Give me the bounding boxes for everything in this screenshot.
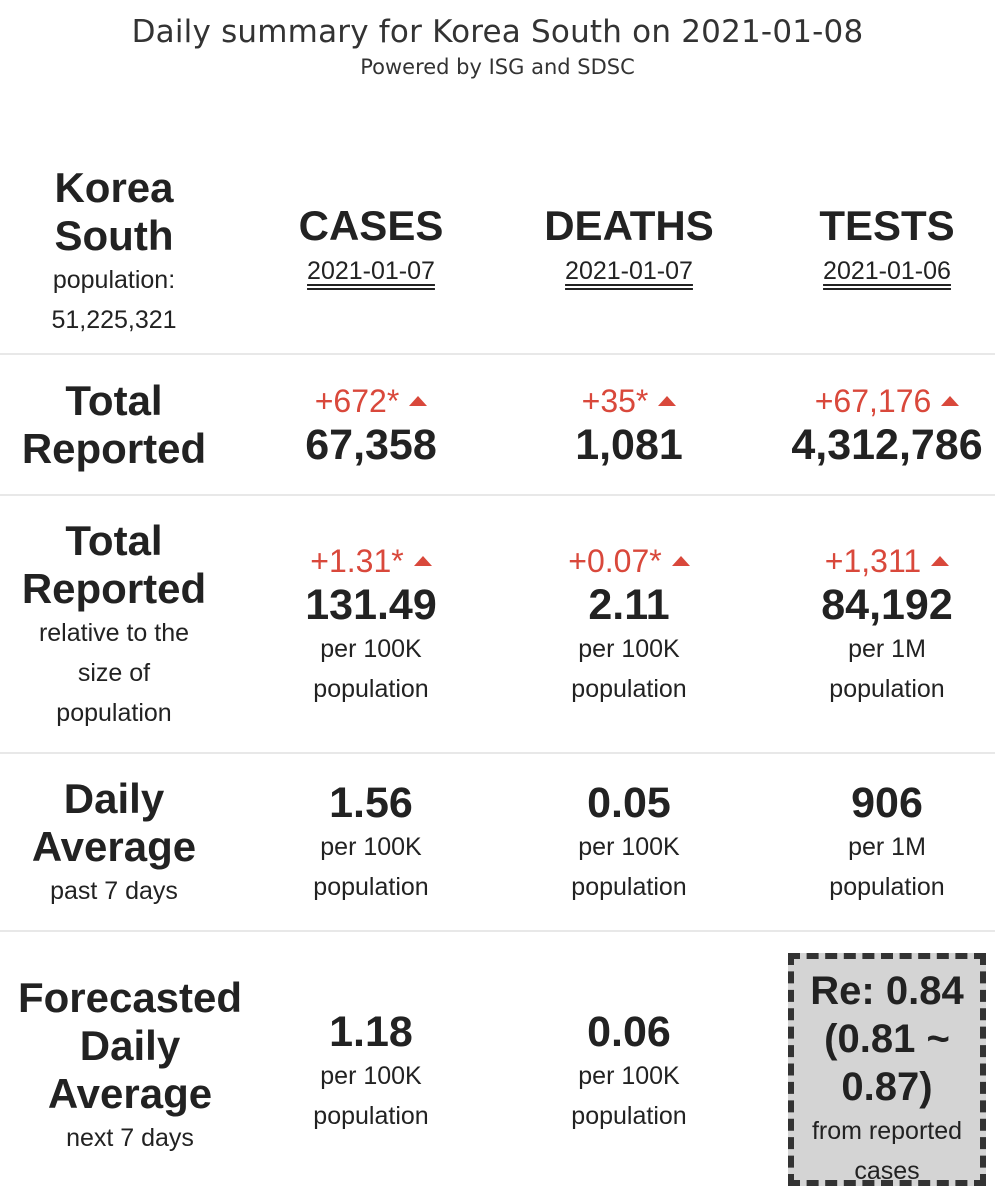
- unit-line1: per 100K: [320, 833, 422, 861]
- row-sub-line1: past 7 days: [50, 876, 178, 905]
- total-reported-row: Total Reported +672* 67,358 +35* 1,081 +…: [0, 353, 995, 495]
- country-name-line1: Korea: [54, 164, 174, 211]
- row-sub-line2: size of: [77, 658, 151, 687]
- delta-text: +67,176: [757, 381, 995, 421]
- population-value: 51,225,321: [51, 306, 177, 334]
- row-label-line2: Reported: [21, 425, 207, 472]
- page-header: Daily summary for Korea South on 2021-01…: [0, 12, 995, 80]
- unit-line1: per 100K: [320, 635, 422, 663]
- page-subtitle: Powered by ISG and SDSC: [360, 55, 635, 79]
- value-text: 1,081: [575, 421, 683, 469]
- unit-line1: per 100K: [578, 833, 680, 861]
- unit-line2: population: [313, 1102, 429, 1130]
- column-deaths-date: 2021-01-07: [565, 257, 693, 285]
- row-label: Daily Average past 7 days: [0, 775, 228, 911]
- value-text: 131.49: [305, 581, 437, 629]
- delta-text: +0.07*: [499, 541, 759, 581]
- value-text: 1.18: [329, 1008, 413, 1056]
- delta-text: +672*: [241, 381, 501, 421]
- triangle-up-icon: [941, 395, 960, 406]
- relative-row: Total Reported relative to the size of p…: [0, 494, 995, 753]
- unit-line1: per 1M: [848, 833, 926, 861]
- deaths-relative-cell: +0.07* 2.11 per 100K population: [499, 541, 759, 709]
- tests-total-cell: +67,176 4,312,786: [757, 381, 995, 469]
- column-cases: CASES 2021-01-07: [241, 202, 501, 286]
- value-text: 84,192: [821, 581, 953, 629]
- column-cases-date: 2021-01-07: [307, 257, 435, 285]
- delta-text: +1,311: [757, 541, 995, 581]
- country-info: Korea South population: 51,225,321: [0, 164, 228, 340]
- row-label: Total Reported relative to the size of p…: [0, 517, 228, 733]
- deaths-forecast-cell: 0.06 per 100K population: [499, 1008, 759, 1136]
- unit-line2: population: [829, 873, 945, 901]
- cases-relative-cell: +1.31* 131.49 per 100K population: [241, 541, 501, 709]
- column-tests-date: 2021-01-06: [823, 257, 951, 285]
- triangle-up-icon: [671, 555, 690, 566]
- re-line1: Re: 0.84: [810, 969, 964, 1013]
- cases-forecast-cell: 1.18 per 100K population: [241, 1008, 501, 1136]
- forecast-row: Forecasted Daily Average next 7 days 1.1…: [0, 930, 995, 1200]
- unit-line1: per 1M: [848, 635, 926, 663]
- value-text: 4,312,786: [791, 421, 983, 469]
- column-tests-title: TESTS: [819, 202, 955, 249]
- delta-text: +35*: [499, 381, 759, 421]
- column-tests: TESTS 2021-01-06: [757, 202, 995, 286]
- re-note-line1: from reported: [811, 1117, 963, 1145]
- row-label-line2: Average: [31, 822, 197, 870]
- unit-line1: per 100K: [320, 1062, 422, 1090]
- delta-text: +1.31*: [241, 541, 501, 581]
- re-note-line2: cases: [854, 1157, 920, 1185]
- value-text: 0.06: [587, 1008, 671, 1056]
- value-text: 67,358: [305, 421, 437, 469]
- value-text: 2.11: [588, 581, 670, 629]
- row-label-line1: Total: [65, 377, 163, 424]
- re-estimate-box: Re: 0.84 (0.81 ~ 0.87) from reported cas…: [788, 953, 986, 1186]
- deaths-daily-cell: 0.05 per 100K population: [499, 779, 759, 907]
- value-text: 906: [851, 779, 923, 827]
- population-label: population:: [52, 266, 176, 294]
- unit-line2: population: [829, 675, 945, 703]
- row-sub-line1: relative to the: [38, 618, 190, 647]
- row-label-line1: Total: [65, 516, 163, 564]
- row-label: Forecasted Daily Average next 7 days: [0, 974, 260, 1158]
- cases-total-cell: +672* 67,358: [241, 381, 501, 469]
- triangle-up-icon: [409, 395, 428, 406]
- unit-line2: population: [313, 873, 429, 901]
- cases-daily-cell: 1.56 per 100K population: [241, 779, 501, 907]
- row-sub-line1: next 7 days: [66, 1124, 194, 1152]
- country-name-line2: South: [54, 212, 174, 259]
- column-deaths: DEATHS 2021-01-07: [499, 202, 759, 286]
- row-label-line1: Daily: [63, 774, 165, 822]
- unit-line2: population: [571, 675, 687, 703]
- re-line3: 0.87): [841, 1065, 933, 1109]
- triangle-up-icon: [413, 555, 432, 566]
- value-text: 1.56: [329, 779, 413, 827]
- unit-line2: population: [571, 873, 687, 901]
- page-title: Daily summary for Korea South on 2021-01…: [131, 14, 864, 50]
- row-label-line2: Reported: [21, 564, 207, 612]
- value-text: 0.05: [587, 779, 671, 827]
- triangle-up-icon: [658, 395, 677, 406]
- column-cases-title: CASES: [298, 202, 444, 249]
- daily-average-row: Daily Average past 7 days 1.56 per 100K …: [0, 752, 995, 931]
- unit-line2: population: [313, 675, 429, 703]
- unit-line2: population: [571, 1102, 687, 1130]
- column-deaths-title: DEATHS: [544, 202, 714, 249]
- row-label-line2: Daily: [79, 1022, 181, 1069]
- deaths-total-cell: +35* 1,081: [499, 381, 759, 469]
- tests-daily-cell: 906 per 1M population: [757, 779, 995, 907]
- column-header-row: Korea South population: 51,225,321 CASES…: [0, 150, 995, 354]
- re-line2: (0.81 ~: [824, 1017, 950, 1061]
- row-sub-line3: population: [56, 698, 172, 727]
- tests-relative-cell: +1,311 84,192 per 1M population: [757, 541, 995, 709]
- row-label: Total Reported: [0, 377, 228, 473]
- triangle-up-icon: [931, 555, 950, 566]
- unit-line1: per 100K: [578, 635, 680, 663]
- row-label-line3: Average: [47, 1070, 213, 1117]
- row-label-line1: Forecasted: [17, 974, 243, 1021]
- unit-line1: per 100K: [578, 1062, 680, 1090]
